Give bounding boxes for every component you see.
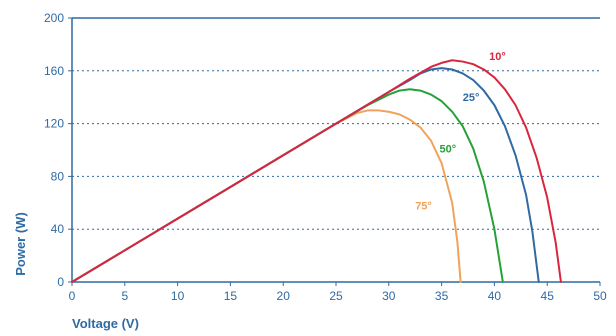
- series-line-2: [71, 88, 504, 283]
- x-tick-label: 15: [224, 289, 238, 303]
- x-tick-label: 35: [435, 289, 449, 303]
- labels-layer: 10° 25° 50° 75°: [415, 51, 506, 212]
- ticks-layer: 0 5 10 15 20 25 30 35 40 45 50 0 40 80 120 160 200: [44, 11, 607, 303]
- y-tick-label: 0: [57, 275, 64, 289]
- series-line-3: [71, 109, 462, 283]
- y-tick-label: 200: [44, 11, 64, 25]
- x-axis-title: Voltage (V): [72, 316, 139, 331]
- y-tick-label: 160: [44, 64, 64, 78]
- series-label-2: 50°: [439, 144, 456, 156]
- grid-layer: [72, 70, 600, 230]
- y-axis-title: Power (W): [13, 212, 28, 276]
- series-line-0: [71, 59, 562, 283]
- x-tick-label: 30: [382, 289, 396, 303]
- x-tick-label: 40: [488, 289, 502, 303]
- x-tick-label: 0: [69, 289, 76, 303]
- x-tick-label: 25: [329, 289, 343, 303]
- x-tick-label: 50: [593, 289, 607, 303]
- x-tick-label: 10: [171, 289, 185, 303]
- y-tick-label: 40: [51, 222, 65, 236]
- x-tick-label: 5: [121, 289, 128, 303]
- y-tick-label: 80: [51, 169, 65, 183]
- y-tick-label: 120: [44, 117, 64, 131]
- series-layer: [71, 59, 562, 283]
- series-label-1: 25°: [463, 92, 480, 104]
- series-label-0: 10°: [489, 51, 506, 63]
- x-tick-label: 45: [541, 289, 555, 303]
- series-label-3: 75°: [415, 200, 432, 212]
- axes-layer: [71, 17, 600, 283]
- x-tick-label: 20: [277, 289, 291, 303]
